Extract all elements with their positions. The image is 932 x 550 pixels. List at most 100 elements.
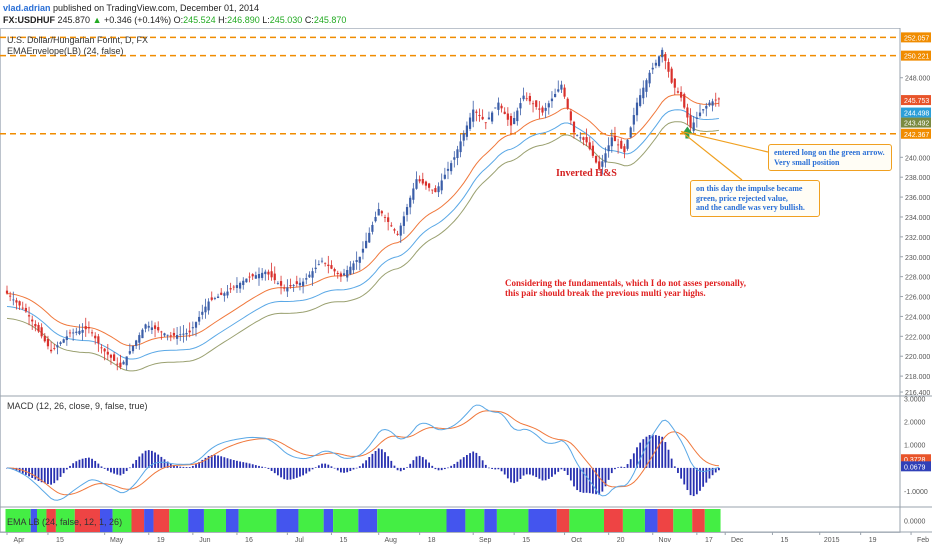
candle-body [153, 325, 157, 329]
macd-hist-bar [604, 467, 607, 487]
macd-hist-bar [466, 454, 468, 468]
macd-hist-bar [113, 467, 115, 474]
macd-hist-bar [440, 467, 443, 471]
color-bar-segment [276, 509, 299, 532]
macd-hist-bar [472, 451, 475, 468]
candle-body [711, 101, 714, 106]
plot-frame [0, 28, 901, 533]
macd-hist-bar [327, 464, 330, 468]
macd-hist-bar [371, 453, 374, 468]
color-bar-segment [465, 509, 485, 532]
candle-body [87, 327, 90, 329]
macd-hist-bar [232, 460, 235, 468]
macd-hist-bar [349, 467, 352, 472]
envelope-indicator-label[interactable]: EMAEnvelope(LB) (24, false) [7, 46, 124, 56]
candle-body [194, 322, 198, 328]
macd-hist-bar [601, 467, 604, 492]
macd-hist-bar [43, 467, 46, 484]
candle-body [667, 62, 670, 72]
macd-hist-bar [188, 467, 191, 468]
candle-body [689, 115, 692, 128]
time-axis-label: Feb [917, 537, 929, 544]
candle-body [459, 141, 462, 153]
candle-body [31, 319, 34, 322]
candle-body [128, 351, 131, 354]
candle-body [229, 288, 232, 290]
up-arrow-icon: ▲ [92, 15, 102, 25]
candle-body [90, 332, 94, 334]
candle-body [513, 118, 516, 125]
candle-body [12, 299, 15, 301]
color-bar-segment [692, 509, 705, 532]
macd-hist-bar [582, 467, 585, 493]
macd-indicator-label[interactable]: MACD (12, 26, close, 9, false, true) [7, 401, 148, 411]
candle-body [254, 275, 257, 279]
time-axis-label: 2015 [824, 537, 840, 544]
candle-body [276, 282, 279, 284]
time-axis-label: Sep [479, 537, 492, 544]
candle-body [437, 186, 440, 193]
candle-body [695, 117, 698, 119]
time-axis-label: 15 [781, 537, 789, 544]
macd-hist-bar [450, 465, 453, 468]
color-bar-segment [153, 509, 170, 532]
macd-hist-bar [623, 467, 626, 468]
price-axis-label: 238.000 [905, 175, 930, 182]
candle-body [207, 301, 210, 311]
macd-hist-bar [358, 466, 361, 468]
macd-hist-bar [494, 467, 497, 470]
macd-hist-bar [510, 467, 512, 483]
macd-hist-bar [677, 467, 679, 474]
candle-body [554, 93, 557, 98]
candle-body [166, 334, 169, 336]
macd-hist-bar [226, 458, 229, 468]
macd-hist-bar [295, 467, 298, 478]
candle-body [702, 109, 705, 111]
macd-line [6, 404, 720, 501]
candle-body [487, 117, 491, 120]
macd-hist-bar [34, 467, 37, 480]
candle-body [239, 282, 242, 289]
macd-hist-bar [532, 467, 534, 476]
candle-body [475, 111, 478, 113]
candle-body [424, 181, 428, 186]
author-name[interactable]: vlad.adrian [3, 3, 51, 13]
candle-body [390, 225, 393, 227]
candle-body [62, 339, 65, 343]
candle-body [535, 100, 538, 107]
candle-body [94, 335, 97, 339]
macd-hist-bar [59, 467, 62, 477]
candle-body [198, 316, 201, 322]
macd-hist-bar [563, 467, 566, 471]
macd-hist-bar [651, 434, 654, 468]
candle-body [443, 174, 446, 179]
macd-hist-bar [40, 467, 43, 483]
macd-hist-bar [447, 467, 449, 469]
candle-body [626, 139, 629, 149]
macd-hist-bar [655, 435, 657, 468]
macd-hist-bar [607, 467, 610, 480]
macd-hist-bar [686, 467, 689, 491]
candle-body [103, 348, 106, 352]
candle-body [484, 122, 487, 124]
color-bar-indicator-label[interactable]: EMA LB (24, false, 12, 1, 26) [7, 517, 123, 527]
candle-body [478, 114, 481, 117]
candle-body [204, 306, 207, 313]
color-bar-segment [604, 509, 623, 532]
macd-hist-bar [434, 467, 437, 470]
candle-body [223, 293, 226, 296]
macd-hist-bar [664, 442, 667, 468]
macd-hist-bar [201, 459, 204, 468]
macd-hist-bar [431, 465, 434, 468]
candle-body [15, 300, 18, 303]
macd-hist-bar [475, 452, 478, 468]
candle-body [664, 54, 667, 61]
macd-hist-bar [88, 457, 90, 468]
color-bar-segment [704, 509, 721, 532]
candle-body [116, 363, 119, 365]
macd-hist-bar [670, 458, 673, 468]
published-info: published on TradingView.com, December 0… [53, 3, 260, 13]
candle-body [651, 67, 654, 70]
candle-body [683, 94, 686, 108]
